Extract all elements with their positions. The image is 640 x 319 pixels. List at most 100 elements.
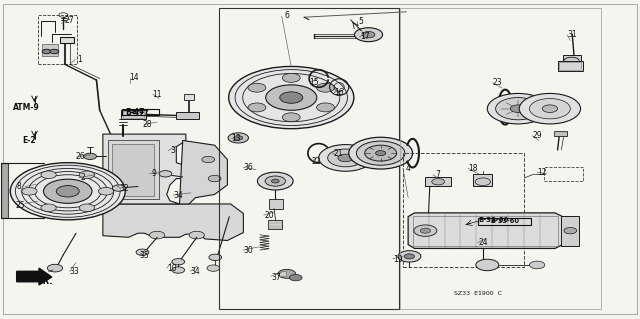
Bar <box>269 199 283 209</box>
Text: 32: 32 <box>119 184 129 193</box>
Text: 26: 26 <box>76 152 85 161</box>
Circle shape <box>317 103 335 112</box>
Circle shape <box>50 49 59 54</box>
Circle shape <box>420 228 431 233</box>
Text: 8: 8 <box>16 182 21 191</box>
Bar <box>478 218 531 225</box>
Circle shape <box>282 73 300 82</box>
Bar <box>38 15 77 64</box>
Text: 35: 35 <box>140 251 149 260</box>
Bar <box>279 271 285 276</box>
Circle shape <box>202 156 214 163</box>
Bar <box>554 131 567 136</box>
Circle shape <box>207 265 220 271</box>
Text: 34: 34 <box>191 267 200 276</box>
Text: B-33-60: B-33-60 <box>490 218 519 224</box>
Circle shape <box>79 171 95 179</box>
Text: 25: 25 <box>15 201 25 210</box>
Bar <box>42 44 58 56</box>
Text: FR.: FR. <box>38 277 53 286</box>
Text: ATM-9: ATM-9 <box>13 103 40 112</box>
Text: 10: 10 <box>167 263 177 273</box>
Circle shape <box>476 259 499 271</box>
Circle shape <box>365 145 397 161</box>
Circle shape <box>22 188 37 195</box>
Circle shape <box>42 49 51 54</box>
Circle shape <box>228 133 248 143</box>
Circle shape <box>356 141 405 165</box>
Text: 5: 5 <box>358 17 364 26</box>
Bar <box>563 55 580 62</box>
Circle shape <box>266 85 317 110</box>
Circle shape <box>542 105 557 113</box>
Text: 9: 9 <box>152 169 156 178</box>
Circle shape <box>564 227 577 234</box>
Bar <box>403 152 524 267</box>
Circle shape <box>228 66 354 129</box>
Text: 13: 13 <box>231 134 241 143</box>
Polygon shape <box>103 204 243 241</box>
Text: 23: 23 <box>493 78 502 87</box>
Circle shape <box>99 188 114 195</box>
Bar <box>559 62 581 70</box>
Text: 20: 20 <box>264 211 274 219</box>
Text: B-47: B-47 <box>125 108 145 117</box>
Text: 36: 36 <box>244 163 253 172</box>
Text: 14: 14 <box>129 73 138 82</box>
Bar <box>184 94 194 100</box>
Circle shape <box>159 171 172 177</box>
Text: SZ33  E1900  C: SZ33 E1900 C <box>454 291 502 296</box>
Polygon shape <box>103 134 186 204</box>
Circle shape <box>475 178 490 186</box>
Bar <box>426 177 451 187</box>
Circle shape <box>510 105 525 113</box>
Circle shape <box>398 251 421 262</box>
Text: 15: 15 <box>309 78 319 87</box>
Bar <box>557 61 583 71</box>
Circle shape <box>404 254 415 259</box>
Text: 21: 21 <box>333 149 342 158</box>
Text: 19: 19 <box>393 255 403 264</box>
Circle shape <box>189 231 204 239</box>
Text: 28: 28 <box>143 120 152 129</box>
Bar <box>176 112 198 119</box>
Polygon shape <box>179 140 227 204</box>
Text: 1: 1 <box>77 55 82 64</box>
Circle shape <box>113 185 125 191</box>
Bar <box>121 110 147 119</box>
Circle shape <box>83 174 95 180</box>
Circle shape <box>349 137 413 169</box>
Polygon shape <box>408 213 563 249</box>
Circle shape <box>79 204 95 211</box>
Circle shape <box>265 176 285 186</box>
Text: 3: 3 <box>171 146 175 155</box>
Polygon shape <box>17 268 52 285</box>
Text: 24: 24 <box>478 238 488 247</box>
Circle shape <box>376 151 386 156</box>
Circle shape <box>10 163 125 220</box>
Text: 7: 7 <box>436 170 440 179</box>
Bar <box>473 174 492 187</box>
Bar <box>219 8 399 309</box>
Circle shape <box>248 103 266 112</box>
Circle shape <box>136 249 149 256</box>
Circle shape <box>209 254 221 261</box>
Bar <box>108 140 159 199</box>
Circle shape <box>282 113 300 122</box>
Text: B-33-60: B-33-60 <box>479 218 509 224</box>
Circle shape <box>271 179 279 183</box>
Text: 16: 16 <box>334 88 344 97</box>
Circle shape <box>495 98 540 120</box>
Text: 22: 22 <box>312 157 321 166</box>
Text: 6: 6 <box>284 11 289 20</box>
Text: 29: 29 <box>532 131 542 140</box>
Circle shape <box>519 93 580 124</box>
Text: 33: 33 <box>69 267 79 276</box>
Text: 18: 18 <box>468 164 478 173</box>
Bar <box>543 167 583 181</box>
Circle shape <box>84 153 97 160</box>
Circle shape <box>248 83 266 92</box>
Circle shape <box>432 179 445 185</box>
Circle shape <box>328 149 364 167</box>
Text: B-47: B-47 <box>132 109 150 115</box>
